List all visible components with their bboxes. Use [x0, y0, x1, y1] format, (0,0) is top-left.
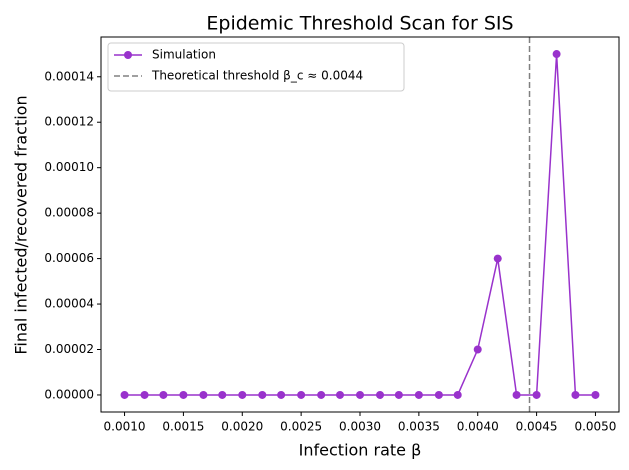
point: [218, 390, 227, 399]
point: [552, 50, 561, 59]
legend-box: [107, 42, 405, 92]
point: [140, 390, 149, 399]
point: [591, 390, 600, 399]
point: [356, 390, 364, 399]
point: [297, 390, 306, 399]
point: [335, 390, 344, 399]
y-tick-label: 0.00008: [44, 206, 94, 220]
point: [317, 390, 326, 399]
x-tick-label: 0.0045: [516, 420, 558, 434]
x-tick-label: 0.0025: [280, 420, 322, 434]
chart-title: Epidemic Threshold Scan for SIS: [206, 13, 513, 35]
point: [434, 390, 443, 399]
x-tick-label: 0.0040: [457, 420, 499, 434]
point: [277, 390, 286, 399]
point: [120, 390, 129, 399]
point: [532, 390, 541, 399]
y-tick-label: 0.00006: [44, 251, 94, 265]
y-tick-label: 0.00010: [44, 160, 94, 174]
legend-marker: [124, 51, 132, 59]
y-tick-label: 0.00002: [44, 342, 94, 356]
y-tick-label: 0.00004: [44, 297, 94, 311]
point: [473, 345, 482, 354]
point: [238, 390, 247, 399]
series-line: [124, 54, 596, 396]
y-axis-label: Final infected/recovered fraction: [12, 95, 31, 354]
y-tick-label: 0.00000: [44, 387, 94, 401]
legend-label: Theoretical threshold β_c ≈ 0.0044: [151, 69, 363, 83]
x-tick-label: 0.0050: [574, 420, 616, 434]
x-axis-label: Infection rate β: [299, 441, 422, 460]
plot-frame: [100, 36, 620, 413]
point: [394, 390, 403, 399]
x-tick-label: 0.0035: [398, 420, 440, 434]
point: [453, 390, 462, 399]
y-tick-label: 0.00012: [44, 115, 94, 129]
x-tick-label: 0.0015: [162, 420, 204, 434]
point: [571, 390, 580, 399]
point: [512, 390, 521, 399]
point: [493, 254, 502, 263]
point: [258, 390, 267, 399]
x-tick-label: 0.0010: [104, 420, 146, 434]
x-tick-label: 0.0020: [221, 420, 263, 434]
point: [179, 390, 188, 399]
point: [414, 390, 423, 399]
point: [159, 390, 168, 399]
point: [199, 390, 208, 399]
legend-label: Simulation: [152, 48, 216, 62]
point: [376, 390, 385, 399]
x-tick-label: 0.0030: [339, 420, 381, 434]
y-tick-label: 0.00014: [44, 69, 94, 83]
